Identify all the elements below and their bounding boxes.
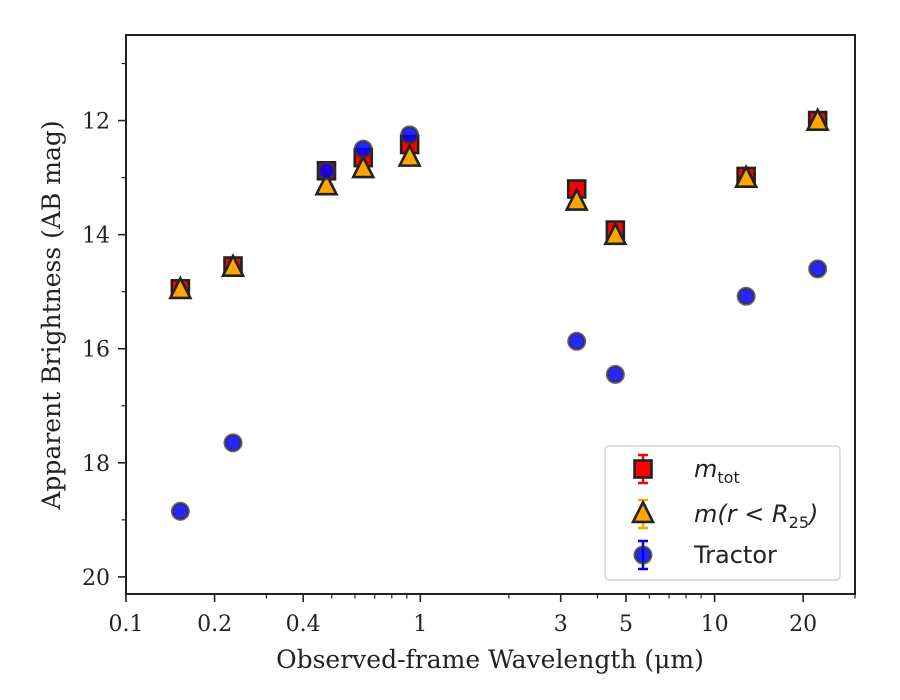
data-point: [353, 139, 373, 159]
data-point: [736, 286, 756, 306]
series-3: [170, 125, 828, 521]
data-point: [220, 253, 246, 278]
data-point: [808, 259, 828, 279]
x-tick-label: 0.2: [197, 612, 232, 637]
legend-item: m(r < R25): [630, 498, 818, 532]
data-point: [567, 331, 587, 351]
x-tick-label: 3: [554, 612, 568, 637]
data-point: [168, 275, 193, 300]
x-tick-label: 0.4: [286, 612, 321, 637]
legend-item: Tractor: [633, 539, 777, 571]
data-point: [170, 501, 190, 521]
y-tick-label: 12: [82, 110, 110, 135]
data-point: [805, 107, 830, 131]
y-axis: 12 14 16 18 20: [82, 62, 126, 591]
x-tick-label: 1: [413, 612, 427, 637]
legend-box: [604, 445, 841, 581]
legend-marker: [630, 499, 656, 524]
x-tick-label: 0.1: [109, 612, 144, 637]
y-tick-label: 14: [82, 224, 110, 249]
legend-label: Tractor: [693, 541, 777, 569]
data-point: [605, 364, 625, 384]
data-point: [734, 164, 759, 189]
y-tick-label: 16: [82, 338, 110, 363]
legend-marker: [633, 459, 653, 479]
plot-frame: [125, 34, 856, 595]
data-point: [351, 154, 376, 179]
data-markers: [168, 107, 830, 521]
data-point: [397, 142, 422, 167]
legend-marker: [633, 545, 653, 565]
data-point: [400, 125, 420, 145]
x-tick-label: 5: [619, 612, 633, 637]
legend-label: mtot: [694, 455, 740, 487]
data-point: [564, 186, 589, 211]
series-1: [170, 110, 828, 299]
legend-item: mtot: [633, 453, 740, 487]
y-axis-label: Apparent Brightness (AB mag): [37, 120, 66, 510]
legend-label: m(r < R25): [694, 500, 818, 532]
legend: mtot m(r < R25) Tractor: [604, 445, 841, 581]
x-axis: 0.1 0.2 0.4 1 3 5 10 20: [109, 594, 856, 637]
data-point: [314, 171, 339, 196]
series-2: [168, 107, 830, 300]
x-tick-label: 20: [789, 612, 817, 637]
data-point: [316, 161, 336, 181]
y-tick-label: 20: [82, 566, 110, 591]
x-tick-label: 10: [701, 612, 729, 637]
x-axis-label: Observed-frame Wavelength (μm): [276, 645, 704, 674]
y-tick-label: 18: [82, 452, 110, 477]
data-point: [603, 221, 628, 246]
data-point: [223, 433, 243, 453]
